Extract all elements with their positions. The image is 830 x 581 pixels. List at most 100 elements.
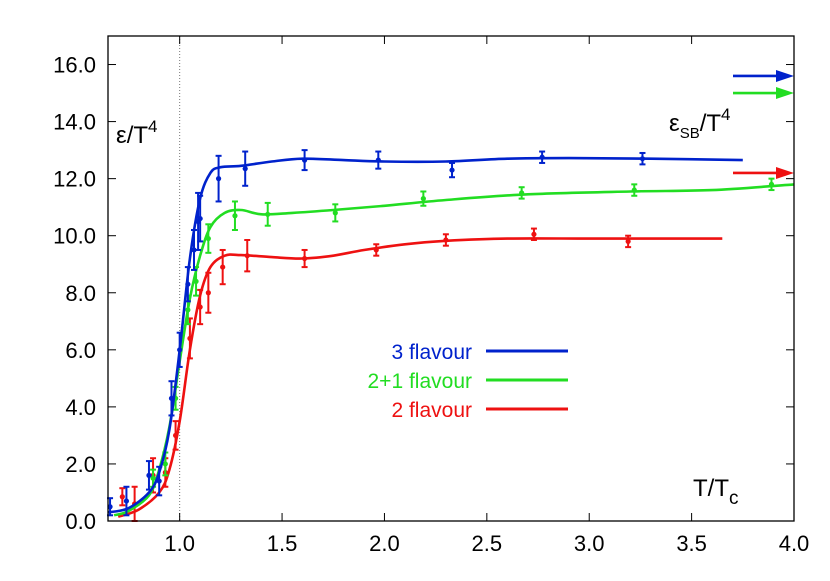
data-point-2-flavour [244, 238, 251, 273]
legend-entry-3-flavour: 3 flavour [391, 341, 568, 364]
data-point-2-flavour [301, 248, 308, 269]
data-marker [375, 157, 381, 163]
data-marker [244, 253, 250, 259]
data-marker [162, 461, 168, 467]
y-tick-label: 0.0 [65, 509, 96, 534]
y-tick-label: 6.0 [65, 338, 96, 363]
data-point-3-flavour [191, 229, 198, 271]
data-marker [168, 395, 175, 401]
data-point-3-flavour [242, 150, 249, 187]
data-marker [172, 432, 179, 439]
legend-label-2-flavour: 2 flavour [391, 399, 472, 422]
y-tick-label: 10.0 [53, 224, 96, 249]
data-point-2plus1-flavour [768, 177, 775, 192]
x-tick-label: 4.0 [779, 531, 810, 556]
data-marker [332, 210, 338, 216]
sb-arrow-head [776, 69, 794, 82]
data-marker [197, 215, 203, 222]
data-point-2plus1-flavour [332, 203, 339, 223]
data-marker [639, 156, 646, 162]
data-marker [150, 475, 156, 481]
y-tick-label: 12.0 [53, 167, 96, 192]
data-marker [220, 264, 226, 270]
data-marker [420, 196, 426, 202]
data-point-2plus1-flavour [518, 186, 525, 200]
data-marker [177, 347, 183, 353]
sb-limit-arrows [733, 69, 794, 179]
data-point-2plus1-flavour [264, 201, 271, 227]
data-marker [373, 247, 379, 253]
x-tick-label: 2.0 [369, 531, 400, 556]
x-tick-label: 1.5 [267, 531, 298, 556]
legend-label-3-flavour: 3 flavour [391, 341, 472, 364]
data-point-2-flavour [119, 487, 126, 507]
x-tick-label: 3.5 [676, 531, 707, 556]
data-marker [146, 472, 152, 478]
data-point-3-flavour [123, 485, 130, 517]
legend: 3 flavour 2+1 flavour 2 flavour [368, 341, 568, 422]
sb-arrow-3-flavour [733, 69, 794, 82]
legend-entry-2-flavour: 2 flavour [391, 399, 568, 422]
series-curve-2-flavour [117, 237, 723, 518]
data-marker [123, 498, 130, 504]
y-tick-label: 2.0 [65, 452, 96, 477]
x-tick-label: 2.5 [472, 531, 503, 556]
data-point-2plus1-flavour [631, 183, 638, 197]
series-curve-3-flavour [107, 156, 743, 514]
data-point-3-flavour [168, 380, 175, 417]
series-layer [107, 149, 795, 522]
x-tick-label: 3.0 [574, 531, 605, 556]
data-point-2-flavour [442, 233, 449, 247]
data-point-3-flavour [301, 149, 308, 172]
data-marker [443, 237, 449, 243]
sb-arrow-head [776, 87, 794, 100]
data-marker [232, 213, 238, 219]
data-marker [625, 238, 631, 245]
data-marker [265, 211, 271, 217]
data-point-2plus1-flavour [420, 190, 427, 207]
data-point-2-flavour [205, 271, 212, 314]
data-marker [191, 247, 197, 253]
x-axis-ticks: 1.0 1.5 2.0 2.5 3.0 3.5 4.0 [164, 36, 809, 556]
y-tick-label: 8.0 [65, 281, 96, 306]
data-point-3-flavour [539, 150, 546, 164]
data-marker [185, 307, 191, 313]
data-point-2-flavour [219, 248, 226, 286]
data-marker [539, 154, 545, 160]
sb-arrow-2-flavour [733, 166, 794, 179]
data-point-3-flavour [375, 150, 382, 170]
data-point-3-flavour [639, 151, 646, 166]
data-point-2plus1-flavour [205, 223, 212, 254]
plot-frame [107, 35, 795, 522]
grid-and-axes: 1.0 1.5 2.0 2.5 3.0 3.5 4.0 0.0 2.0 4.0 6.0 8.0 10.… [53, 36, 809, 556]
data-point-3-flavour [176, 331, 183, 368]
data-marker [205, 235, 211, 242]
data-point-3-flavour [184, 266, 191, 303]
data-point-2-flavour [373, 243, 380, 257]
data-marker [768, 181, 775, 187]
data-marker [449, 167, 455, 173]
y-tick-label: 14.0 [53, 110, 96, 135]
data-point-2-flavour [530, 227, 537, 241]
data-point-2plus1-flavour [193, 266, 200, 297]
data-point-3-flavour [449, 161, 456, 179]
data-marker [519, 190, 525, 196]
y-axis-ticks: 0.0 2.0 4.0 6.0 8.0 10.0 12.0 14.0 16.0 [53, 53, 794, 534]
data-marker [242, 166, 248, 172]
data-marker [631, 187, 637, 193]
data-point-3-flavour [197, 194, 204, 243]
data-marker [119, 494, 125, 500]
data-point-3-flavour [145, 460, 152, 491]
x-axis-label: T/Tc [693, 475, 739, 509]
sb-arrow-2plus1-flavour [733, 87, 794, 100]
data-point-3-flavour [215, 154, 222, 203]
data-marker [215, 176, 222, 182]
series-2-flavour [117, 227, 723, 522]
y-axis-label: ε/T4 [116, 117, 158, 149]
data-point-2-flavour [197, 288, 204, 326]
y-tick-label: 4.0 [65, 395, 96, 420]
legend-entry-2plus1-flavour: 2+1 flavour [368, 370, 568, 393]
data-marker [301, 255, 308, 262]
data-marker [107, 504, 113, 510]
